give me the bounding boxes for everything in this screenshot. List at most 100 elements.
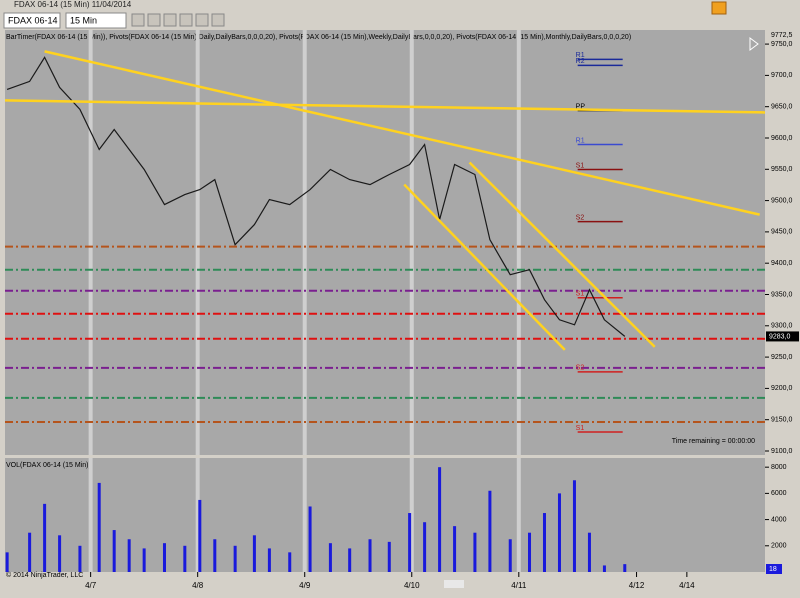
x-tick-label: 4/14 (679, 581, 695, 590)
trendline (403, 183, 566, 351)
y-tick-label: 8000 (771, 464, 787, 471)
toolbar-button[interactable] (131, 13, 145, 27)
pivot-label: S1 (576, 291, 585, 298)
volume-bar (308, 506, 312, 572)
indicator-label: VOL(FDAX 06-14 (15 Min)) (6, 462, 91, 469)
window-title: FDAX 06-14 (15 Min) 11/04/2014 (14, 0, 132, 9)
volume-bar (142, 548, 146, 572)
volume-bar (438, 467, 442, 572)
volume-bar (602, 565, 606, 572)
x-tick-label: 4/8 (192, 581, 204, 590)
x-tick-label: 4/12 (629, 581, 645, 590)
volume-bar (348, 548, 352, 572)
volume-bar (508, 539, 512, 572)
toolbar-button[interactable] (211, 13, 225, 27)
interval: 15 Min (70, 15, 97, 25)
volume-bar (328, 543, 332, 572)
volume-bar (453, 526, 457, 572)
volume-bar (557, 493, 561, 572)
volume-bar (78, 545, 82, 572)
y-tick-label: 9700,0 (771, 72, 793, 79)
volume-bar (587, 532, 591, 572)
x-tick-label: 4/9 (299, 581, 311, 590)
y-tick-label: 9450,0 (771, 229, 793, 236)
volume-bar (162, 543, 166, 572)
interval-dropdown[interactable] (65, 12, 127, 29)
toolbar-button[interactable] (163, 13, 177, 27)
pivot-label: R2 (576, 58, 585, 65)
volume-bar (5, 552, 9, 572)
y-tick-label: 9650,0 (771, 104, 793, 111)
volume-bar (408, 513, 412, 572)
trendline (4, 99, 766, 114)
y-tick-label: 6000 (771, 490, 787, 497)
x-tick-label: 4/10 (404, 581, 420, 590)
volume-bar (387, 541, 391, 572)
pivot-label: S1 (576, 425, 585, 432)
y-tick-label: 9150,0 (771, 417, 793, 424)
last-price-box (766, 331, 799, 342)
y-tick-label: 9100,0 (771, 448, 793, 455)
scroll-button[interactable] (749, 37, 759, 51)
copyright: © 2014 NinjaTrader, LLC (6, 571, 83, 579)
volume-bar (213, 539, 217, 572)
x-tick-label: 4/7 (85, 581, 97, 590)
volume-bar (572, 480, 576, 572)
toolbar-button[interactable] (147, 13, 161, 27)
volume-bar (233, 545, 237, 572)
max-price-label: 9772,5 (771, 32, 793, 39)
volume-bar (528, 532, 532, 572)
volume-bar (473, 532, 477, 572)
volume-bar (423, 522, 427, 572)
toolbar-button[interactable] (179, 13, 193, 27)
volume-bar (58, 535, 62, 572)
indicator-label: BarTimer(FDAX 06-14 (15 Min)), Pivots(FD… (6, 34, 631, 41)
volume-bar (252, 535, 256, 572)
y-tick-label: 9250,0 (771, 354, 793, 361)
volume-bar (112, 530, 116, 572)
y-tick-label: 2000 (771, 543, 787, 550)
y-tick-label: 9600,0 (771, 135, 793, 142)
pivot-label: S2 (576, 214, 585, 221)
volume-bar (488, 490, 492, 572)
pivot-label: PP (576, 103, 586, 110)
volume-bar (127, 539, 131, 572)
y-tick-label: 9400,0 (771, 260, 793, 267)
volume-bar (198, 499, 202, 572)
y-tick-label: 9550,0 (771, 166, 793, 173)
y-tick-label: 9300,0 (771, 323, 793, 330)
scrollbar-thumb[interactable] (444, 580, 464, 588)
last-volume-label: 18 (769, 566, 777, 573)
volume-bar (267, 548, 271, 572)
time-remaining: Time remaining = 00:00:00 (672, 438, 755, 445)
x-tick-label: 4/11 (511, 581, 527, 590)
instrument-dropdown[interactable] (3, 12, 61, 29)
volume-bar (542, 513, 546, 572)
y-axis-area (765, 30, 800, 572)
volume-bar (183, 545, 187, 572)
pivot-label: S1 (576, 162, 585, 169)
volume-bar (368, 539, 372, 572)
volume-bar (623, 564, 627, 572)
volume-bar (28, 532, 32, 572)
trendline (468, 161, 656, 348)
last-price-label: 9283,0 (769, 333, 791, 340)
instrument: FDAX 06-14 (8, 15, 58, 25)
trendline (44, 50, 760, 216)
pivot-label: S2 (576, 365, 585, 372)
y-tick-label: 9200,0 (771, 385, 793, 392)
y-tick-label: 9750,0 (771, 41, 793, 48)
pivot-label: R1 (576, 137, 585, 144)
volume-bar (43, 503, 47, 572)
y-tick-label: 9500,0 (771, 197, 793, 204)
y-tick-label: 9350,0 (771, 291, 793, 298)
price-panel (5, 30, 765, 455)
toolbar-button[interactable] (195, 13, 209, 27)
volume-panel (5, 458, 765, 572)
toolbar-button[interactable] (711, 1, 727, 15)
y-tick-label: 4000 (771, 516, 787, 523)
volume-bar (288, 552, 292, 572)
price-line (6, 56, 626, 337)
